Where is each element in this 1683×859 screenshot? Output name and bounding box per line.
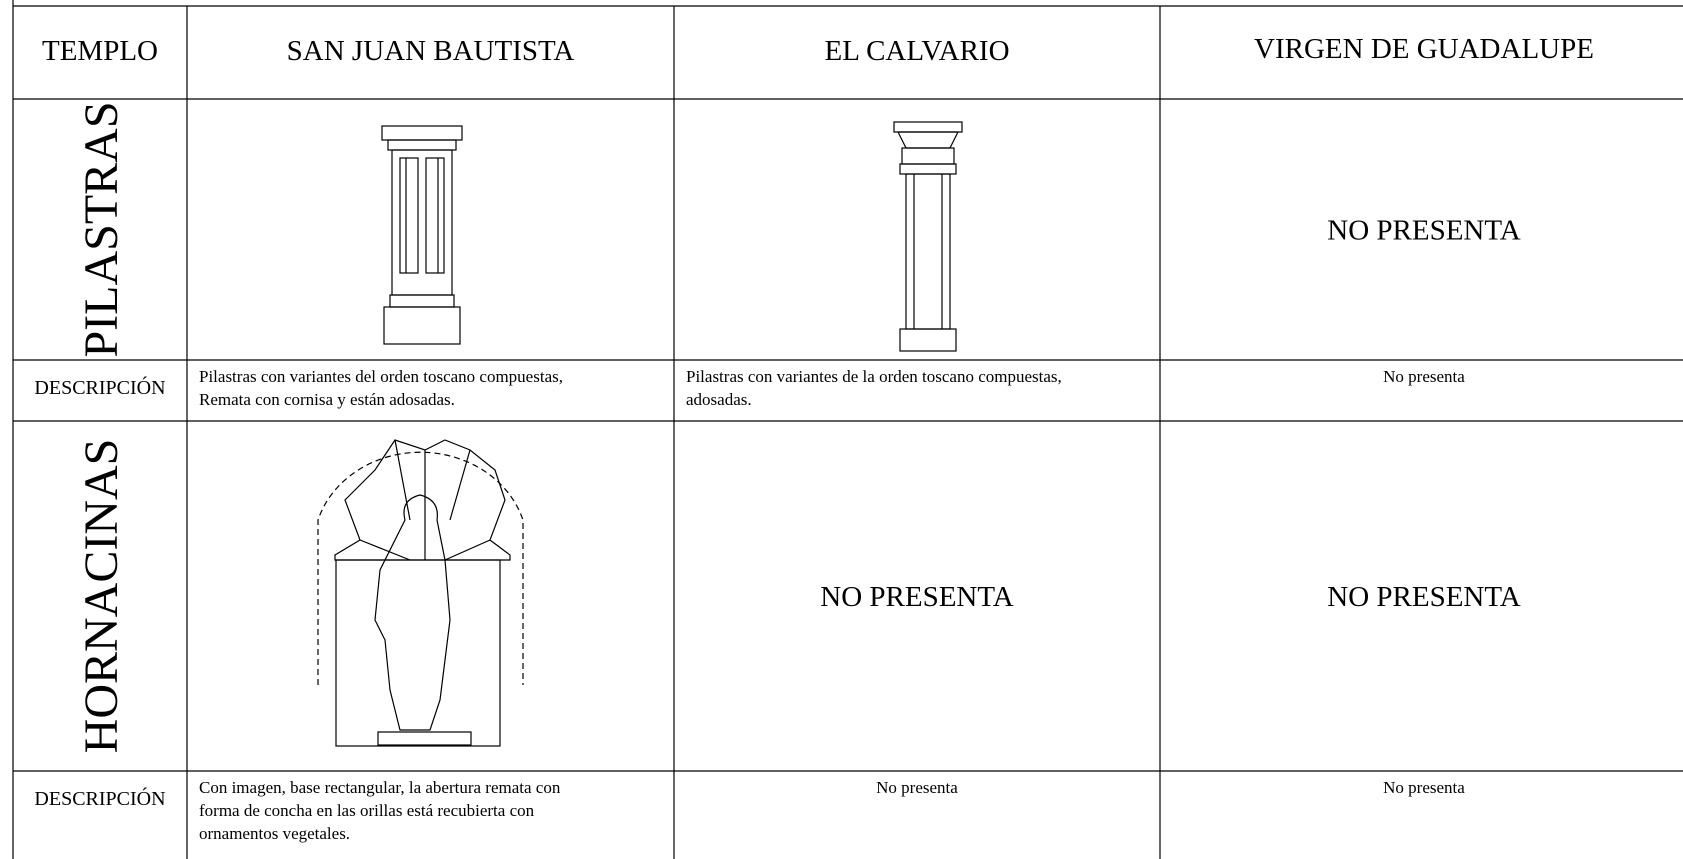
description-text: No presenta <box>1383 367 1465 386</box>
absent-note: NO PRESENTA <box>820 581 1013 613</box>
description-label: DESCRIPCIÓN <box>34 786 165 810</box>
table-grid <box>12 0 1683 859</box>
column-header: VIRGEN DE GUADALUPE <box>1254 33 1594 65</box>
description-text: Remata con cornisa y están adosadas. <box>199 390 455 409</box>
description-text: Pilastras con variantes de la orden tosc… <box>686 367 1062 386</box>
column-header: EL CALVARIO <box>824 35 1009 67</box>
absent-note: NO PRESENTA <box>1327 581 1520 613</box>
description-text: Pilastras con variantes del orden toscan… <box>199 367 563 386</box>
pilaster-drawing <box>381 125 463 345</box>
description-text: No presenta <box>1383 778 1465 797</box>
section-label: HORNACINAS <box>75 439 128 754</box>
column-header: TEMPLO <box>42 35 158 67</box>
section-label: PILASTRAS <box>75 101 128 357</box>
absent-note: NO PRESENTA <box>1327 215 1520 247</box>
niche-drawing <box>317 439 524 747</box>
description-text: adosadas. <box>686 390 752 409</box>
description-label: DESCRIPCIÓN <box>34 375 165 399</box>
description-text: No presenta <box>876 778 958 797</box>
description-text: ornamentos vegetales. <box>199 824 350 843</box>
pilaster-drawing <box>893 121 963 352</box>
column-header: SAN JUAN BAUTISTA <box>287 35 575 67</box>
description-text: Con imagen, base rectangular, la abertur… <box>199 778 561 797</box>
description-text: forma de concha en las orillas está recu… <box>199 801 535 820</box>
